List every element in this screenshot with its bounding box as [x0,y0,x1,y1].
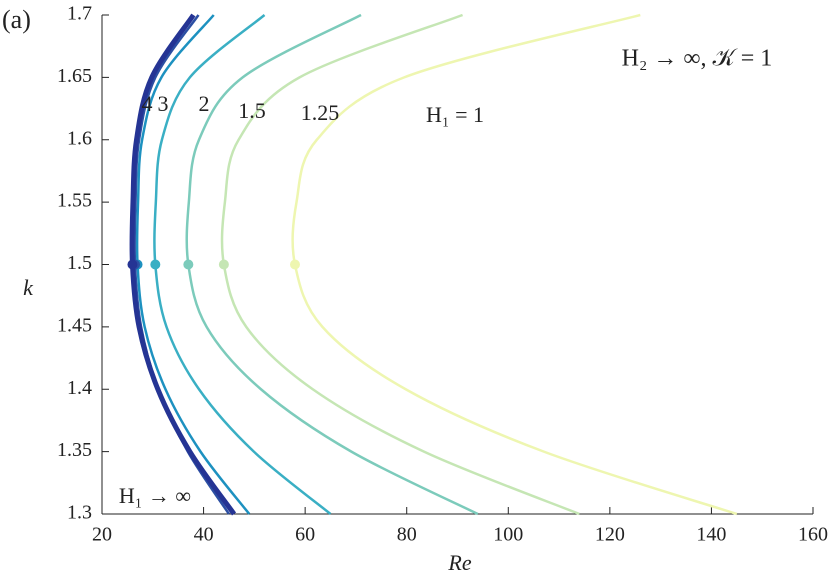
curve [129,13,237,516]
y-tick-label: 1.7 [67,3,92,25]
y-tick-label: 1.3 [67,502,92,524]
minimum-point [289,259,300,270]
y-tick-label: 1.65 [57,65,92,87]
y-tick-label: 1.55 [57,190,92,212]
curve-label: 3 [158,91,169,116]
curve-label: 2 [199,91,210,116]
y-tick-label: 1.35 [57,439,92,461]
curve [220,13,580,516]
x-tick-label: 100 [493,524,523,546]
x-axis-label: Re [447,550,471,575]
minimum-point [218,259,229,270]
curve-label: 4 [142,91,153,116]
annotation: H₂ → ∞, 𝒦 = 1 [622,46,773,72]
curve-label: 1.25 [301,100,340,125]
y-tick-label: 1.5 [67,252,92,274]
curve-label: H₁ → ∞ [119,483,191,508]
x-tick-label: 20 [92,524,112,546]
minimum-point [150,259,161,270]
x-tick-label: 40 [194,524,214,546]
panel-label: (a) [2,5,31,34]
x-tick-label: 140 [696,524,726,546]
x-tick-label: 160 [798,524,828,546]
x-tick-label: 120 [595,524,625,546]
curve [185,13,479,516]
x-tick-label: 80 [397,524,417,546]
y-tick-label: 1.6 [67,127,92,149]
curve-label: H₁ = 1 [426,102,484,127]
minimum-point [127,259,138,270]
minimum-point [183,259,194,270]
y-tick-label: 1.4 [67,377,92,399]
curve-label: 1.5 [238,98,266,123]
x-tick-label: 60 [295,524,315,546]
curve [291,13,738,516]
y-tick-label: 1.45 [57,314,92,336]
y-axis-label: k [23,275,34,300]
